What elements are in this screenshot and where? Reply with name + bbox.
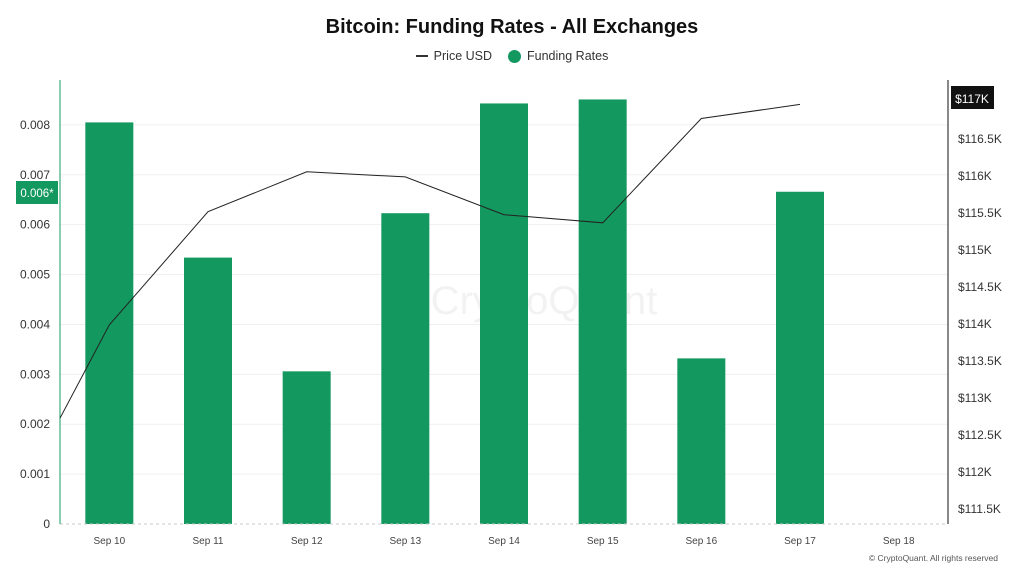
y-left-tick-label: 0 <box>43 517 50 531</box>
y-right-tick-label: $115K <box>958 243 992 257</box>
x-tick-label: Sep 14 <box>488 536 520 547</box>
x-tick-label: Sep 11 <box>193 536 224 547</box>
funding-bar <box>85 122 134 525</box>
price-line <box>59 103 801 419</box>
legend-label-price: Price USD <box>433 49 493 63</box>
y-left-tick-label: 0.006 <box>20 218 50 232</box>
y-right-tick-label: $112.5K <box>958 428 1002 442</box>
x-tick-label: Sep 10 <box>93 536 125 547</box>
left-value-marker-label: 0.006* <box>20 188 54 200</box>
y-right-tick-label: $116.5K <box>958 132 1002 146</box>
funding-bar <box>381 213 430 524</box>
legend-dot-swatch <box>508 49 522 63</box>
chart-title: Bitcoin: Funding Rates - All Exchanges <box>325 16 699 38</box>
y-right-tick-label: $113.5K <box>958 354 1002 368</box>
y-left-tick-label: 0.005 <box>20 268 50 282</box>
y-right-tick-label: $113K <box>958 391 992 405</box>
funding-bar <box>578 99 627 524</box>
x-tick-label: Sep 16 <box>685 536 717 547</box>
y-right-tick-label: $112K <box>958 465 992 479</box>
x-tick-label: Sep 12 <box>291 536 323 547</box>
y-right-tick-label: $116K <box>958 169 992 183</box>
funding-bar <box>184 257 232 524</box>
funding-bar <box>282 371 331 524</box>
funding-bar <box>776 191 824 524</box>
y-left-tick-label: 0.004 <box>20 317 50 331</box>
y-left-tick-label: 0.001 <box>20 467 50 481</box>
y-right-tick-label: $115.5K <box>958 206 1002 220</box>
y-right-tick-label: $111.5K <box>958 502 1001 516</box>
legend-item-funding[interactable]: Funding Rates <box>508 49 608 63</box>
right-value-marker-label: $117K <box>955 92 989 106</box>
x-tick-label: Sep 18 <box>883 536 915 547</box>
y-left-tick-label: 0.007 <box>20 168 50 182</box>
y-right-tick-label: $114.5K <box>958 280 1002 294</box>
y-left-tick-label: 0.002 <box>20 417 50 431</box>
chart-legend: Price USD Funding Rates <box>0 49 1024 63</box>
legend-label-funding: Funding Rates <box>527 49 609 63</box>
y-right-tick-label: $114K <box>958 317 992 331</box>
y-left-tick-label: 0.003 <box>20 367 50 381</box>
y-left-tick-label: 0.008 <box>20 118 50 132</box>
left-value-marker <box>16 181 58 204</box>
funding-bar <box>480 103 528 524</box>
right-value-marker <box>951 86 994 109</box>
legend-item-price[interactable]: Price USD <box>415 49 493 63</box>
funding-bar <box>677 358 726 524</box>
x-tick-label: Sep 13 <box>389 536 421 547</box>
legend-line-swatch <box>415 55 428 57</box>
x-tick-label: Sep 17 <box>784 536 816 547</box>
copyright-footer: © CryptoQuant. All rights reserved <box>868 553 998 563</box>
x-tick-label: Sep 15 <box>587 536 619 547</box>
